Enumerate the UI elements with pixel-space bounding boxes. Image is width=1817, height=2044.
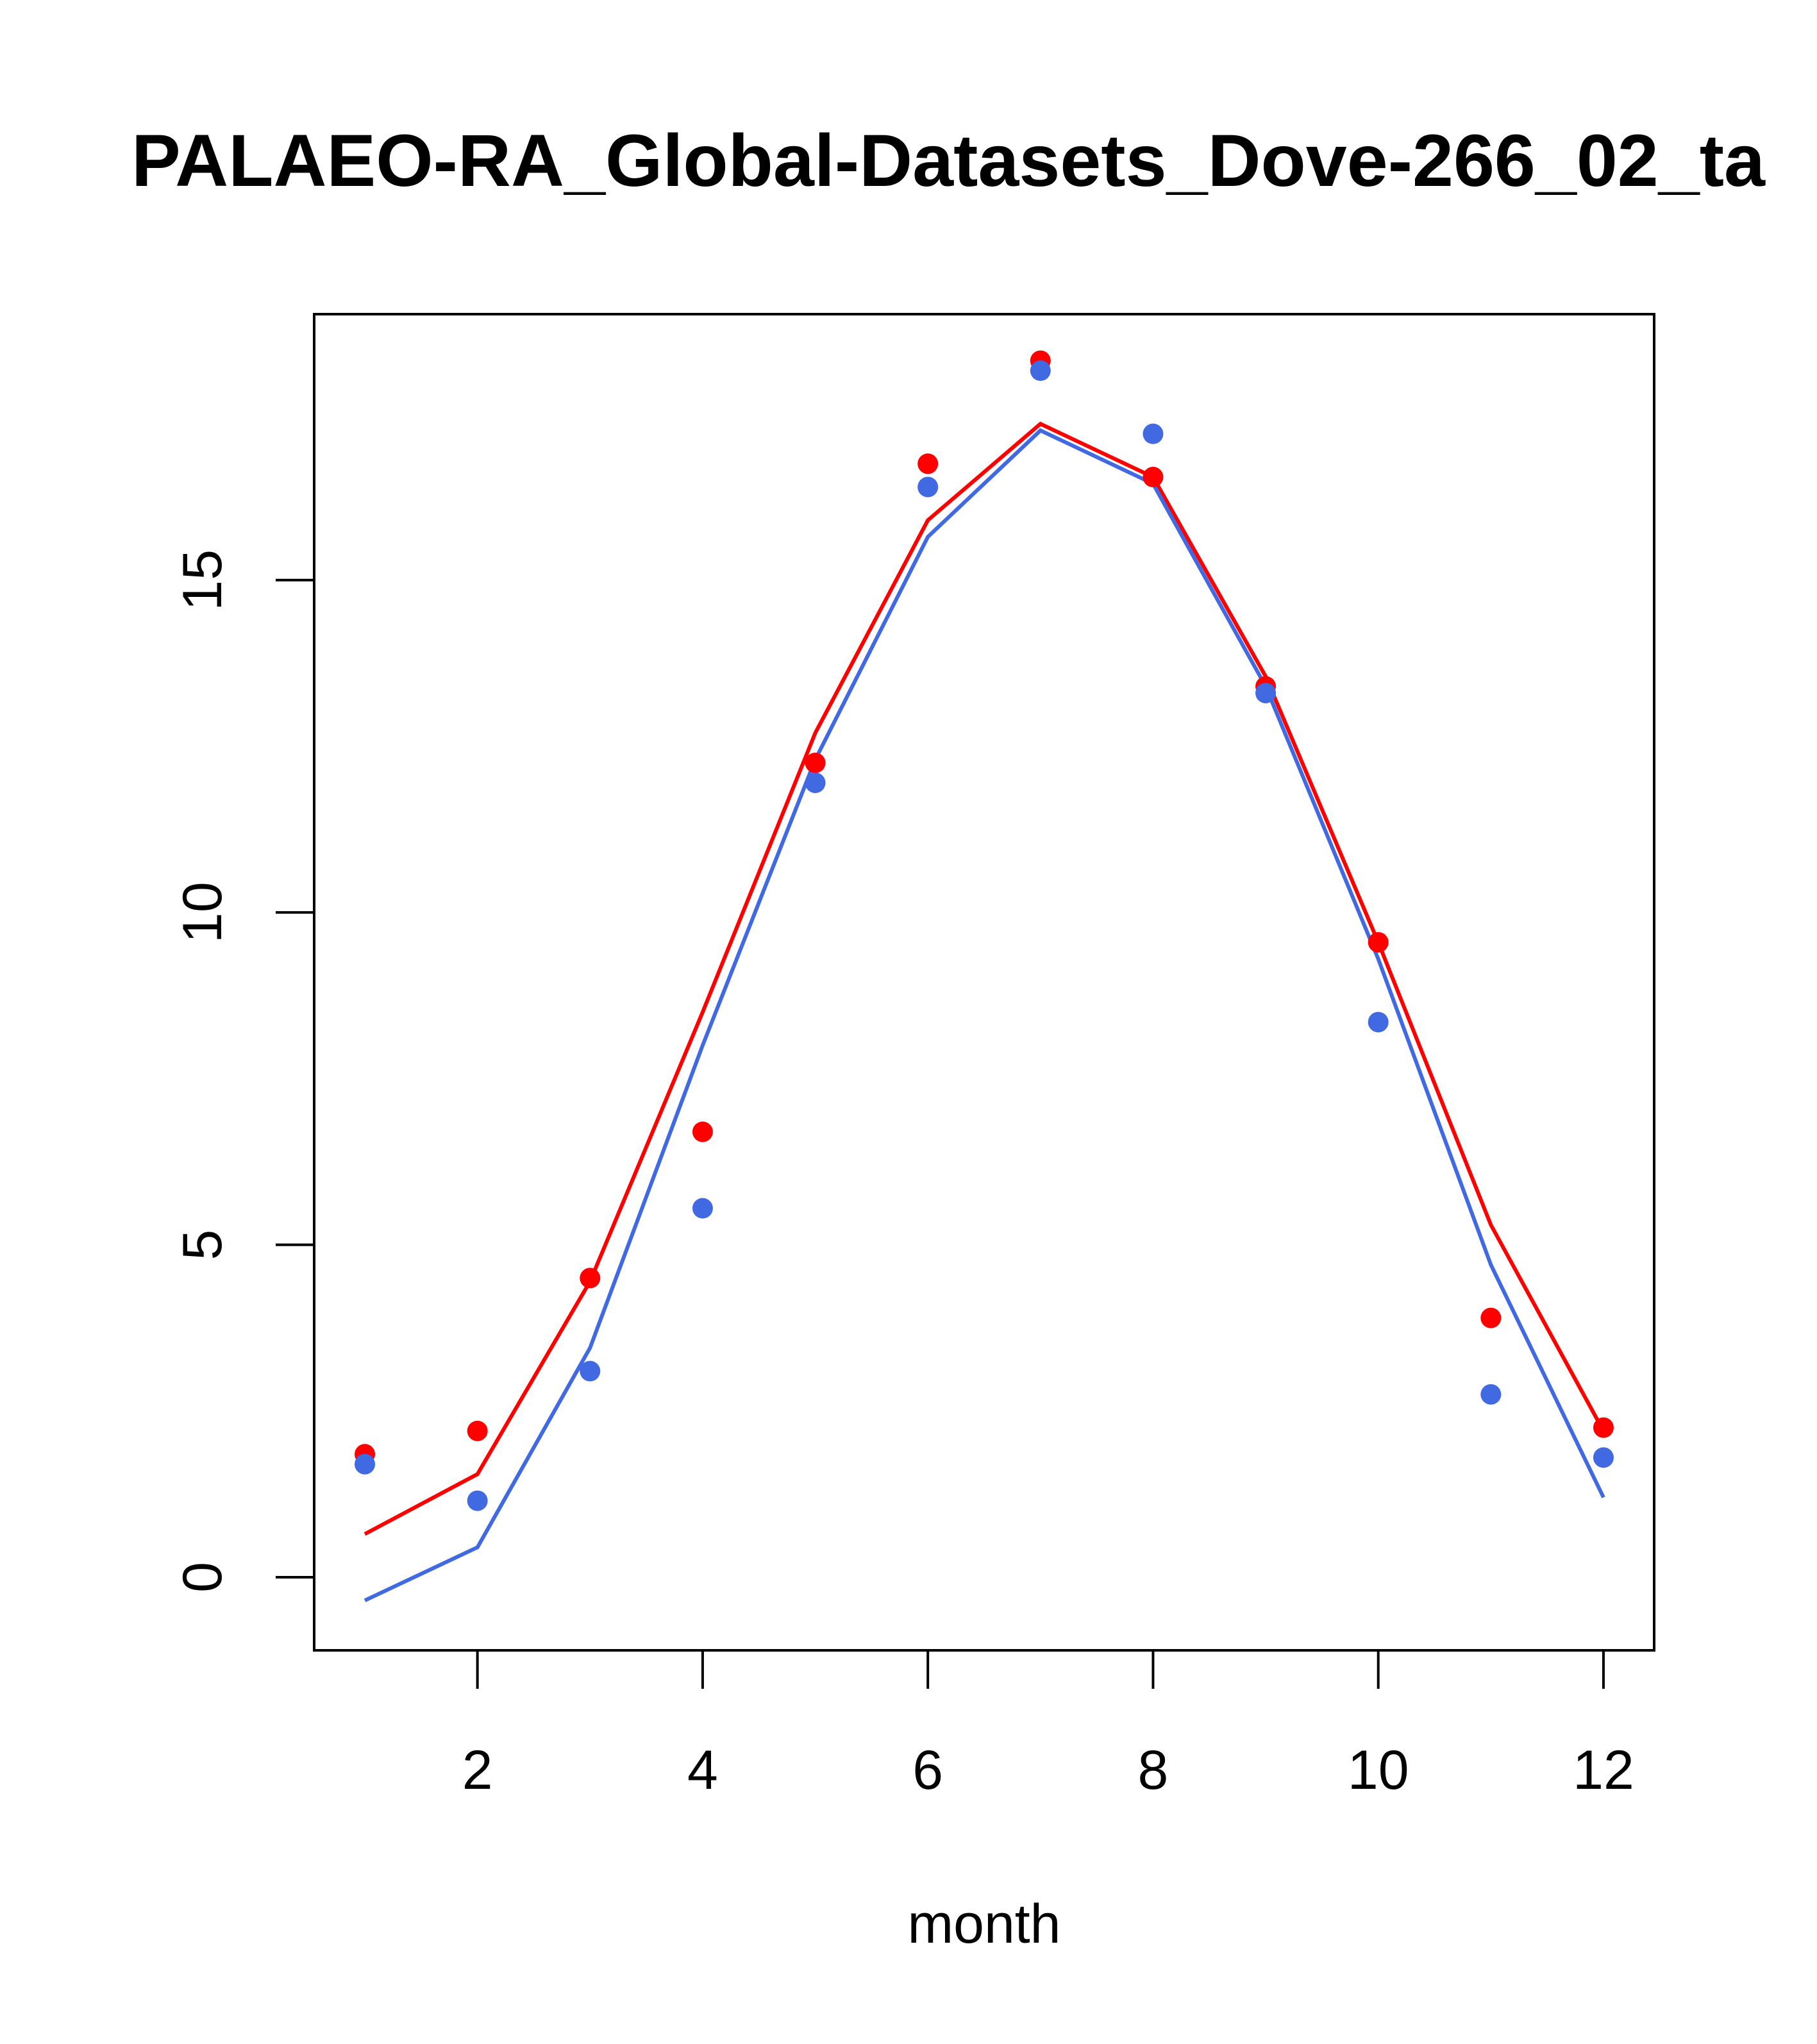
chart-title: PALAEO-RA_Global-Datasets_Dove-266_02_ta: [131, 120, 1766, 202]
series-2-point: [1030, 360, 1051, 381]
series-2-point: [917, 476, 939, 498]
y-axis: 0 5 10 15: [172, 549, 315, 1593]
series-1-point: [1593, 1417, 1614, 1438]
plot-frame: [313, 313, 1655, 1652]
series-1-point: [1368, 932, 1389, 953]
x-tick-label: 6: [912, 1739, 943, 1801]
series-2-point: [1480, 1384, 1502, 1405]
series-2-line: [364, 428, 1605, 1602]
series-1-point: [1480, 1307, 1502, 1328]
series-1-point: [692, 1121, 713, 1143]
series-1-point: [1143, 467, 1164, 488]
series-2-point: [692, 1198, 713, 1219]
y-tick-label: 10: [172, 882, 233, 943]
y-tick-label: 0: [172, 1562, 233, 1593]
y-tick-label: 15: [172, 549, 233, 611]
series-2-point: [1143, 423, 1164, 444]
x-axis-label: month: [907, 1893, 1060, 1955]
x-tick-label: 10: [1348, 1739, 1409, 1801]
series-2-point: [580, 1361, 601, 1382]
series-layer: [355, 350, 1614, 1602]
series-1-line: [364, 421, 1605, 1536]
series-2-point: [1593, 1447, 1614, 1468]
x-axis: 2 4 6 8 10 12: [462, 1649, 1634, 1801]
series-2-point: [355, 1453, 376, 1475]
series-1-point: [805, 752, 826, 773]
series-1-point: [467, 1420, 488, 1441]
x-tick-label: 2: [462, 1739, 493, 1801]
x-tick-label: 12: [1573, 1739, 1634, 1801]
series-1-point: [580, 1268, 601, 1289]
x-tick-label: 8: [1138, 1739, 1169, 1801]
series-1-point: [917, 453, 939, 474]
series-2-point: [1368, 1012, 1389, 1033]
y-tick-label: 5: [172, 1230, 233, 1261]
x-tick-label: 4: [687, 1739, 718, 1801]
series-2-point: [467, 1490, 488, 1511]
series-2-point: [805, 772, 826, 793]
series-2-point: [1255, 682, 1277, 703]
